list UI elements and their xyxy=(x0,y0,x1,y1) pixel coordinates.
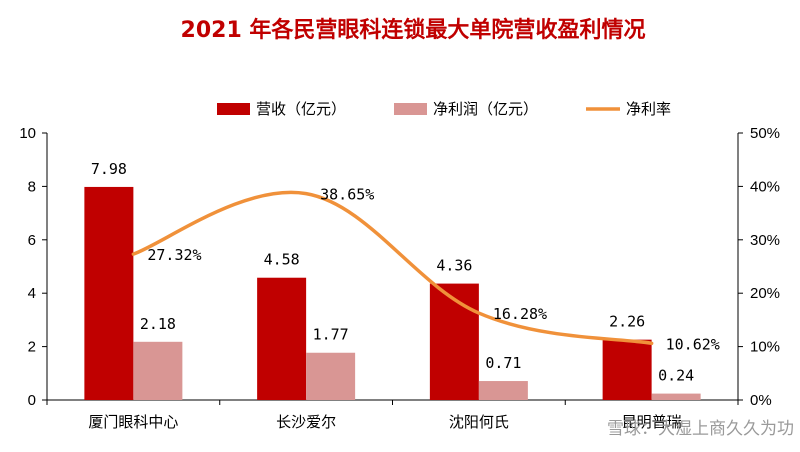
revenue-label: 4.36 xyxy=(436,257,472,275)
left-tick-label: 8 xyxy=(28,178,36,195)
left-tick-label: 6 xyxy=(28,232,36,249)
profit-label: 2.18 xyxy=(140,315,176,333)
legend-label-profit: 净利润（亿元） xyxy=(433,100,538,118)
revenue-bar xyxy=(257,277,307,400)
margin-label: 10.62% xyxy=(666,335,720,353)
right-tick-label: 50% xyxy=(750,125,780,142)
axes: 0 2 4 6 8 10 0% 10% 20% 30% 40% 50% 厦门眼科中心 长沙爱尔 沈阳何氏 昆明… xyxy=(19,125,780,431)
profit-bar xyxy=(133,341,183,400)
profit-bar xyxy=(306,352,356,400)
margin-line xyxy=(131,190,654,346)
legend-label-margin: 净利率 xyxy=(626,100,671,118)
revenue-label: 4.58 xyxy=(264,251,300,269)
watermark: 雪球：大湿上商久久为功 xyxy=(607,419,794,439)
category-label: 厦门眼科中心 xyxy=(88,413,178,431)
legend-label-revenue: 营收（亿元） xyxy=(256,100,346,118)
profit-label: 1.77 xyxy=(313,326,349,344)
revenue-label: 2.26 xyxy=(609,313,645,331)
margin-series-line xyxy=(131,190,654,346)
profit-label: 0.71 xyxy=(485,354,521,372)
profit-bar xyxy=(651,393,701,400)
revenue-bar xyxy=(602,339,652,400)
right-tick-label: 10% xyxy=(750,339,780,356)
left-tick-label: 2 xyxy=(28,339,36,356)
right-tick-label: 0% xyxy=(750,392,772,409)
margin-label: 27.32% xyxy=(147,246,201,264)
right-tick-label: 40% xyxy=(750,178,780,195)
left-tick-label: 4 xyxy=(28,285,36,302)
legend-swatch-profit xyxy=(394,103,427,115)
bars xyxy=(84,186,701,400)
right-tick-label: 30% xyxy=(750,232,780,249)
margin-label: 38.65% xyxy=(320,186,374,204)
margin-label: 16.28% xyxy=(493,305,547,323)
category-label: 昆明普瑞 xyxy=(622,413,682,431)
category-label: 沈阳何氏 xyxy=(449,413,509,431)
data-labels: 7.98 2.18 4.58 1.77 4.36 0.71 2.26 0.24 27.32% 38… xyxy=(91,160,720,385)
legend-swatch-revenue xyxy=(217,103,250,115)
chart-title: 2021 年各民营眼科连锁最大单院营收盈利情况 xyxy=(181,17,646,43)
profit-bar xyxy=(478,381,528,400)
profit-label: 0.24 xyxy=(658,367,694,385)
right-tick-label: 20% xyxy=(750,285,780,302)
left-tick-label: 10 xyxy=(19,125,36,142)
revenue-label: 7.98 xyxy=(91,160,127,178)
left-tick-label: 0 xyxy=(28,392,36,409)
revenue-bar xyxy=(429,283,479,400)
revenue-bar xyxy=(84,186,134,400)
category-label: 长沙爱尔 xyxy=(276,413,336,431)
legend: 营收（亿元） 净利润（亿元） 净利率 xyxy=(217,100,671,118)
